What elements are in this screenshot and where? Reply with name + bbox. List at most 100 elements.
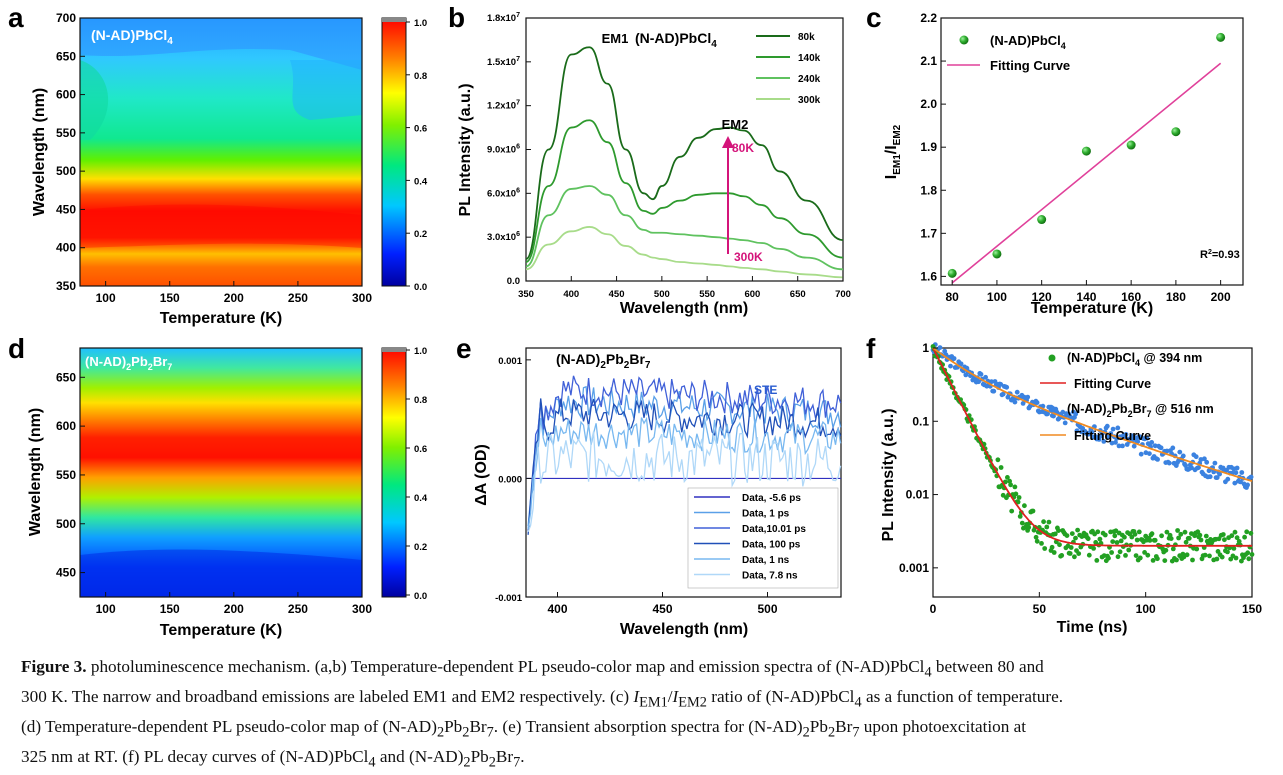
- panel-c-legend-points: (N-AD)PbCl4: [990, 33, 1066, 51]
- panel-b-y-tick-label: 6.0x106: [487, 187, 520, 199]
- panel-b-title: (N-AD)PbCl4: [635, 30, 717, 50]
- panel-f-green-point: [1064, 533, 1070, 538]
- panel-b-series-80k: [525, 46, 844, 260]
- colorbar-a-ticks: 0.0 0.2 0.4 0.6 0.8 1.0: [406, 18, 428, 293]
- panel-e-legend-label: Data,10.01 ps: [742, 524, 806, 535]
- panel-f-blue-point: [1225, 476, 1231, 482]
- panel-f-blue-point: [951, 356, 957, 361]
- panel-b-yticks: 0.0 3.0x106 6.0x106 9.0x106 1.2x107 1.5x107 1.…: [487, 12, 531, 287]
- panel-f-green-point: [1236, 539, 1242, 544]
- panel-f-plot: [930, 342, 1255, 564]
- panel-a-inset-title: (N-AD)PbCl4: [91, 27, 173, 47]
- panel-f-blue-point: [1248, 474, 1254, 480]
- panel-f-xticks: 0 50 100 150: [930, 592, 1262, 616]
- panel-f-blue-point: [976, 379, 981, 385]
- panel-e-legend-box: [687, 487, 839, 589]
- panel-d-x-tick-label: 250: [288, 602, 308, 616]
- panel-a-y-tick-label: 550: [56, 126, 76, 140]
- panel-e-series-4: [527, 416, 842, 529]
- panel-b-arrow-bottom: 300K: [734, 250, 763, 264]
- panel-f-blue-point: [1074, 428, 1080, 434]
- panel-c-r2: R2=0.93: [1200, 249, 1240, 261]
- panel-c-yticks: 1.6 1.7 1.8 1.9 2.0 2.1 2.2: [920, 11, 946, 283]
- panel-d-inset-title: (N-AD)2Pb2Br7: [85, 354, 172, 372]
- colorbar-d-cap: [382, 348, 406, 352]
- panel-b-x-tick-label: 600: [744, 289, 760, 300]
- panel-f-green-point: [1057, 542, 1062, 548]
- panel-b-legend: 80k 140k 240k 300k: [756, 32, 821, 106]
- panel-a-x-tick-label: 100: [96, 291, 116, 305]
- panel-b-series-240k: [525, 185, 844, 271]
- panel-f-legend-4: Fitting Curve: [1074, 429, 1151, 443]
- panel-e-x-tick-label: 400: [547, 602, 567, 616]
- panel-f-green-point: [1170, 546, 1176, 552]
- panel-a-x-tick-label: 150: [160, 291, 180, 305]
- panel-f-blue-point: [989, 379, 994, 385]
- caption-l3-tail2: upon photoexcitation at: [859, 716, 1027, 736]
- panel-f-label: f: [866, 333, 876, 364]
- colorbar-d-tick-label: 0.4: [414, 493, 428, 504]
- panel-b-x-tick-label: 450: [609, 289, 625, 300]
- panel-f-blue-point: [937, 345, 943, 350]
- panel-c-x-tick-label: 140: [1076, 290, 1096, 304]
- panel-f-blue-point: [1116, 443, 1122, 449]
- panel-a-label: a: [8, 2, 24, 33]
- panel-f-blue-point: [1115, 425, 1121, 431]
- caption-l2-tail2: as a function of temperature.: [861, 686, 1064, 706]
- panel-f-blue-point: [1158, 445, 1164, 451]
- panel-f-green-point: [1168, 536, 1174, 541]
- panel-c-point: [1081, 146, 1091, 156]
- panel-f-green-point: [1178, 531, 1184, 537]
- panel-e-y-tick-label: 0.001: [498, 356, 522, 367]
- panel-c: c 1.6 1.7 1.8 1.9 2.0 2.1 2.2 80 100 120 140 160 18…: [866, 2, 1244, 317]
- panel-f: f 1 0.1 0.01 0.001 0 50 100 150 (N-AD)PbCl4 @ …: [866, 333, 1262, 636]
- panel-f-green-point: [1174, 557, 1179, 563]
- caption-line-3: (d) Temperature-dependent PL pseudo-colo…: [21, 716, 1027, 741]
- panel-b-legend-label: 80k: [798, 32, 815, 43]
- panel-f-green-point: [1216, 536, 1222, 542]
- panel-f-green-point: [1076, 551, 1082, 556]
- panel-d-xticks: 100 150 200 250 300: [96, 592, 372, 616]
- panel-a-y-tick-label: 450: [56, 202, 76, 216]
- panel-f-green-point: [1145, 552, 1151, 558]
- panel-f-green-point: [1012, 484, 1018, 490]
- panel-f-green-point: [1046, 519, 1052, 525]
- panel-f-blue-point: [1062, 420, 1068, 426]
- panel-f-green-point: [1162, 558, 1168, 563]
- panel-b: b 0.0 3.0x106 6.0x106 9.0x106 1.2x107 1.5x107…: [448, 2, 851, 317]
- panel-f-green-point: [998, 465, 1004, 470]
- panel-a-y-tick-label: 600: [56, 88, 76, 102]
- panel-f-blue-point: [1110, 426, 1116, 432]
- panel-f-blue-point: [1025, 394, 1031, 400]
- panel-f-green-point: [1059, 553, 1065, 558]
- panel-f-green-point: [1222, 537, 1227, 543]
- panel-f-green-point: [1123, 553, 1128, 558]
- heatmap-d: [80, 348, 362, 597]
- panel-f-green-point: [1152, 537, 1158, 543]
- panel-c-y-tick-label: 2.2: [920, 11, 937, 25]
- panel-f-blue-point: [1204, 459, 1210, 465]
- panel-d-label: d: [8, 333, 25, 364]
- panel-f-blue-point: [1214, 475, 1220, 480]
- panel-f-green-point: [1114, 540, 1120, 545]
- panel-f-green-point: [1094, 558, 1100, 563]
- panel-f-green-point: [1186, 535, 1192, 541]
- panel-f-x-tick-label: 100: [1136, 602, 1156, 616]
- heatmap-a-region-right: [290, 60, 362, 120]
- panel-f-green-point: [1133, 553, 1139, 558]
- panel-f-x-tick-label: 50: [1033, 602, 1047, 616]
- panel-c-point: [1216, 32, 1226, 42]
- panel-f-green-point: [1248, 530, 1254, 536]
- panel-b-y-tick-label: 0.0: [507, 276, 520, 287]
- panel-d-x-tick-label: 300: [352, 602, 372, 616]
- panel-f-green-point: [1245, 550, 1251, 556]
- panel-b-label: b: [448, 2, 465, 33]
- panel-f-blue-point: [1014, 389, 1020, 395]
- panel-f-blue-point: [1138, 451, 1144, 457]
- caption-l4-tail: .: [520, 746, 525, 766]
- panel-f-blue-point: [1149, 440, 1155, 445]
- panel-a-y-tick-label: 500: [56, 164, 76, 178]
- panel-f-green-point: [1044, 524, 1050, 530]
- panel-f-red-fit: [932, 347, 1252, 547]
- panel-a-xticks: 100 150 200 250 300: [96, 281, 372, 305]
